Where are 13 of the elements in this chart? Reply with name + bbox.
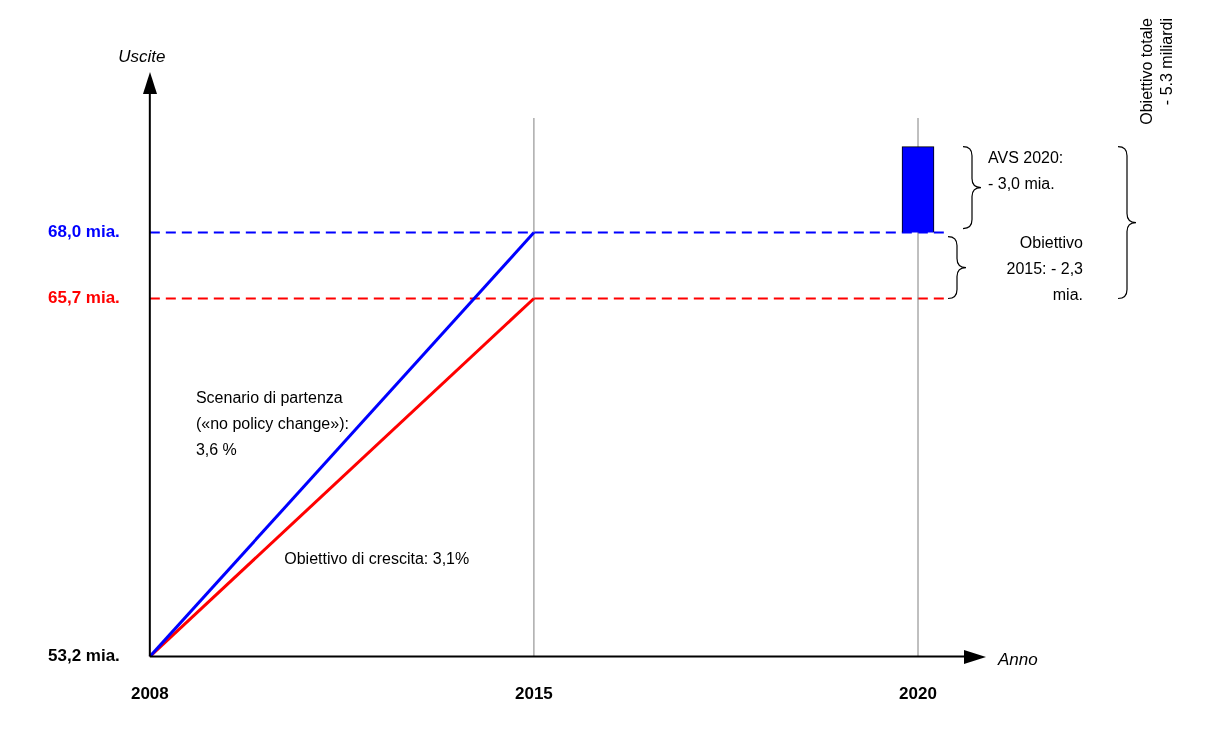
annotation: Obiettivo di crescita: 3,1% [284, 549, 470, 567]
x-tick-label: 2015 [515, 684, 553, 704]
text: Obiettivo 2015: - 2,3 mia. [1006, 234, 1084, 304]
text: Obiettivo totale - 5.3 miliardi [1138, 17, 1176, 125]
y-tick-label: 53,2 mia. [48, 646, 120, 666]
y-tick-label: 65,7 mia. [48, 288, 120, 308]
x-tick-label: 2020 [899, 684, 937, 704]
x-axis-title: Anno [997, 650, 1038, 670]
y-tick-label: 68,0 mia. [48, 222, 120, 242]
x-tick-label: 2008 [130, 684, 169, 704]
y-axis-title: Uscite [118, 47, 166, 66]
annotation: Scenario di partenza («no policy change»): 3,6 % [195, 389, 349, 459]
text: AVS 2020: - 3,0 mia. [988, 148, 1064, 192]
